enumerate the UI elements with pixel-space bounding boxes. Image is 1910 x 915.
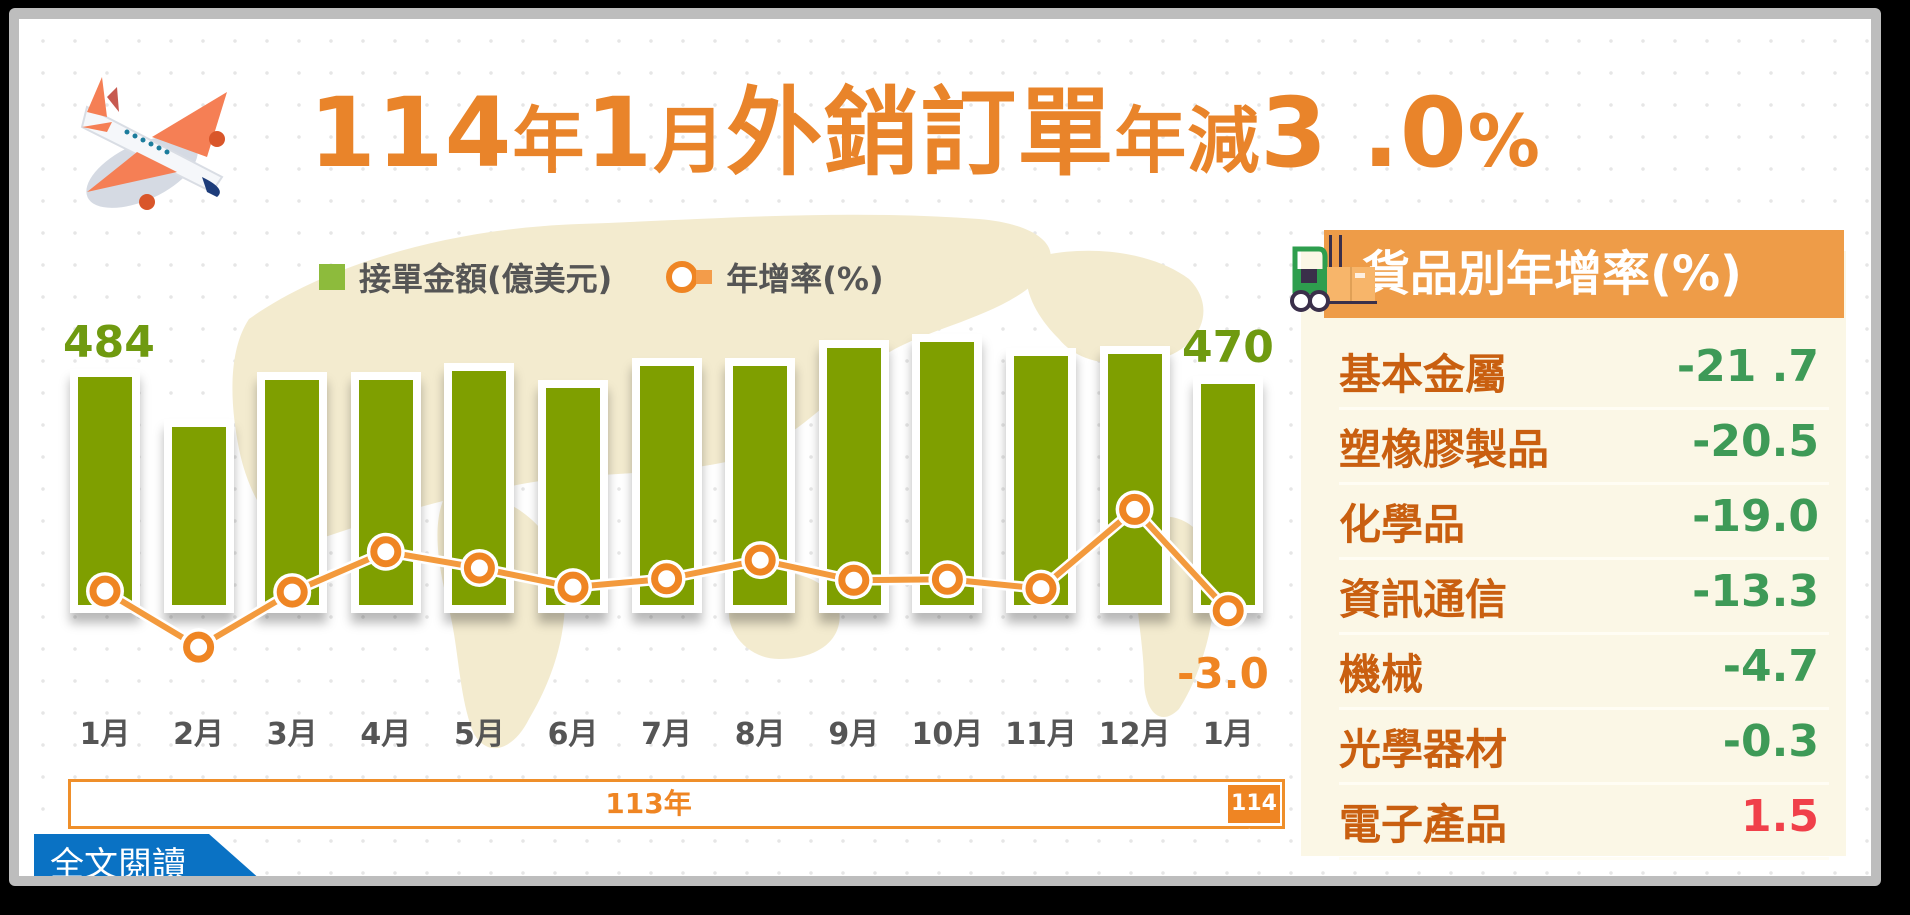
month-label: 6月 <box>547 717 599 752</box>
bar-11 <box>1014 355 1068 605</box>
title-subject: 外銷訂單 <box>726 77 1115 189</box>
last-bar-value: 470 <box>1182 322 1274 373</box>
category-list: 基本金屬 -21 .7 塑橡膠製品 -20.5 化學品 -19.0 資訊通信 -13.3 機械 -… <box>1339 335 1829 860</box>
chart-canvas <box>86 490 1248 667</box>
title-change-word: 年減 <box>1114 99 1261 183</box>
line-legend-icon <box>666 261 713 293</box>
category-row: 光學器材 -0.3 <box>1339 710 1829 785</box>
bar-legend-swatch <box>319 264 345 290</box>
chart-legend: 接單金額(億美元) 年增率(%) <box>319 254 884 300</box>
bar-3 <box>265 379 320 605</box>
month-label: 12月 <box>1098 717 1171 752</box>
year-113-label: 113年 <box>605 787 692 820</box>
page-title: 114年1月外銷訂單年減3 .0% <box>309 55 1541 194</box>
growth-point-4 <box>370 536 402 568</box>
category-row: 電子產品 1.5 <box>1339 785 1829 860</box>
month-label: 5月 <box>453 717 505 752</box>
month-label: 8月 <box>734 717 786 752</box>
category-panel-title: 貨品別年增率(%) <box>1362 246 1742 302</box>
category-name: 化學品 <box>1339 500 1466 549</box>
month-label: 2月 <box>173 717 225 752</box>
category-growth-value: -21 .7 <box>1676 341 1819 392</box>
category-name: 機械 <box>1339 650 1424 699</box>
category-panel <box>1301 251 1846 856</box>
bar-1 <box>78 376 132 605</box>
airplane-icon <box>80 77 227 210</box>
month-label: 11月 <box>1005 717 1077 752</box>
month-label: 7月 <box>641 717 693 752</box>
category-growth-value: -4.7 <box>1722 641 1819 692</box>
month-label: 1月 <box>1202 717 1254 752</box>
category-panel-header <box>1324 230 1844 318</box>
infographic: 114年1月外銷訂單年減3 .0% 接單金額(億美元) 年增率(%) 484 4… <box>19 19 1871 876</box>
growth-point-13 <box>1212 595 1244 627</box>
orders-chart: 484 470 -3.0 1月 2月 3月 4月 5月 6月 7月 8月 9月 10月 11月 12月… <box>19 19 1319 876</box>
growth-point-12 <box>1119 493 1151 525</box>
growth-point-1 <box>89 575 121 607</box>
first-bar-value: 484 <box>63 317 155 368</box>
title-month-unit: 月 <box>653 99 727 183</box>
bar-legend-label: 接單金額(億美元) <box>359 260 613 298</box>
category-growth-value: -19.0 <box>1692 491 1819 542</box>
month-label: 4月 <box>360 717 412 752</box>
month-label: 1月 <box>79 717 131 752</box>
growth-point-3 <box>276 576 308 608</box>
title-year-unit: 年 <box>512 99 586 183</box>
title-month: 1 <box>585 77 654 189</box>
month-label: 10月 <box>911 717 984 752</box>
forklift-icon <box>1290 235 1377 312</box>
month-label: 9月 <box>828 717 880 752</box>
category-row: 資訊通信 -13.3 <box>1339 560 1829 635</box>
title-percent: % <box>1467 99 1541 183</box>
growth-point-9 <box>838 564 870 596</box>
category-row: 化學品 -19.0 <box>1339 485 1829 560</box>
growth-point-2 <box>183 631 215 663</box>
title-year: 114 <box>309 77 513 189</box>
bar-2 <box>171 426 226 605</box>
category-growth-value: -13.3 <box>1692 566 1819 617</box>
growth-point-8 <box>744 544 776 576</box>
month-label: 3月 <box>266 717 318 752</box>
category-name: 光學器材 <box>1339 725 1508 774</box>
title-change-value: 3 .0 <box>1260 77 1468 189</box>
bar-13 <box>1201 383 1256 605</box>
growth-point-5 <box>463 552 495 584</box>
growth-point-11 <box>1025 573 1057 605</box>
category-name: 基本金屬 <box>1339 350 1508 399</box>
category-row: 機械 -4.7 <box>1339 635 1829 710</box>
line-legend-label: 年增率(%) <box>726 260 884 298</box>
category-name: 資訊通信 <box>1339 575 1508 624</box>
category-growth-value: -20.5 <box>1692 416 1819 467</box>
growth-point-7 <box>651 563 683 595</box>
year-114-label: 114年 <box>1226 785 1280 854</box>
growth-point-10 <box>931 563 963 595</box>
bar-12 <box>1107 353 1162 605</box>
category-growth-value: 1.5 <box>1741 791 1819 842</box>
year-axis-bar: 113年 114年 <box>68 779 1285 854</box>
last-growth-value: -3.0 <box>1177 649 1269 698</box>
category-growth-value: -0.3 <box>1722 716 1819 767</box>
category-name: 塑橡膠製品 <box>1339 425 1550 474</box>
category-row: 基本金屬 -21 .7 <box>1339 335 1829 410</box>
category-name: 電子產品 <box>1339 800 1508 849</box>
growth-point-6 <box>557 571 589 603</box>
category-row: 塑橡膠製品 -20.5 <box>1339 410 1829 485</box>
